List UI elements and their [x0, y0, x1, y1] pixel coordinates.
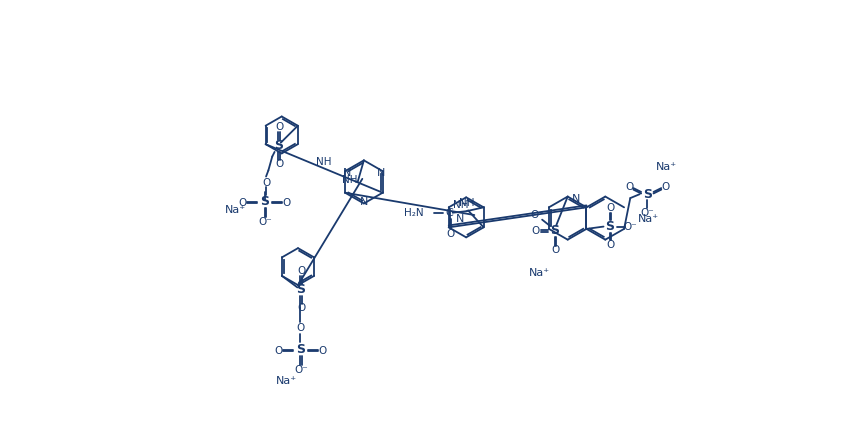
Text: O: O: [239, 198, 247, 208]
Text: O⁻: O⁻: [640, 208, 654, 218]
Text: N: N: [455, 214, 464, 224]
Text: O: O: [661, 182, 670, 192]
Text: S: S: [606, 220, 614, 233]
Text: O⁻: O⁻: [624, 222, 638, 232]
Text: N: N: [572, 194, 580, 204]
Text: N: N: [343, 168, 351, 178]
Text: NH: NH: [458, 198, 474, 208]
Text: O: O: [275, 159, 284, 169]
Text: O⁻: O⁻: [294, 365, 308, 375]
Text: Na⁺: Na⁺: [657, 162, 677, 172]
Text: O: O: [275, 122, 284, 132]
Text: S: S: [643, 188, 652, 201]
Text: S: S: [550, 224, 559, 237]
Text: N: N: [377, 168, 385, 178]
Text: S: S: [296, 283, 305, 296]
Text: O: O: [551, 245, 560, 255]
Text: NH: NH: [317, 156, 332, 166]
Text: O⁻: O⁻: [530, 210, 544, 220]
Text: S: S: [296, 343, 305, 356]
Text: O: O: [446, 229, 454, 239]
Text: O: O: [298, 266, 305, 276]
Text: O: O: [262, 178, 270, 188]
Text: O⁻: O⁻: [259, 217, 272, 227]
Text: Na⁺: Na⁺: [276, 375, 297, 385]
Text: N: N: [360, 197, 368, 207]
Text: NH: NH: [343, 175, 357, 185]
Text: Na⁺: Na⁺: [225, 205, 246, 215]
Text: O: O: [531, 226, 539, 236]
Text: O: O: [625, 182, 634, 192]
Text: NH: NH: [452, 200, 468, 210]
Text: O: O: [318, 346, 326, 356]
Text: C: C: [445, 208, 453, 218]
Text: Na⁺: Na⁺: [638, 214, 659, 224]
Text: S: S: [260, 195, 269, 208]
Text: O: O: [606, 203, 615, 213]
Text: O: O: [298, 303, 305, 313]
Text: O: O: [297, 323, 304, 333]
Text: O: O: [282, 198, 291, 208]
Text: Na⁺: Na⁺: [529, 268, 549, 278]
Text: S: S: [274, 139, 283, 152]
Text: O: O: [275, 346, 283, 356]
Text: H₂N: H₂N: [404, 208, 423, 218]
Text: O: O: [606, 240, 615, 250]
